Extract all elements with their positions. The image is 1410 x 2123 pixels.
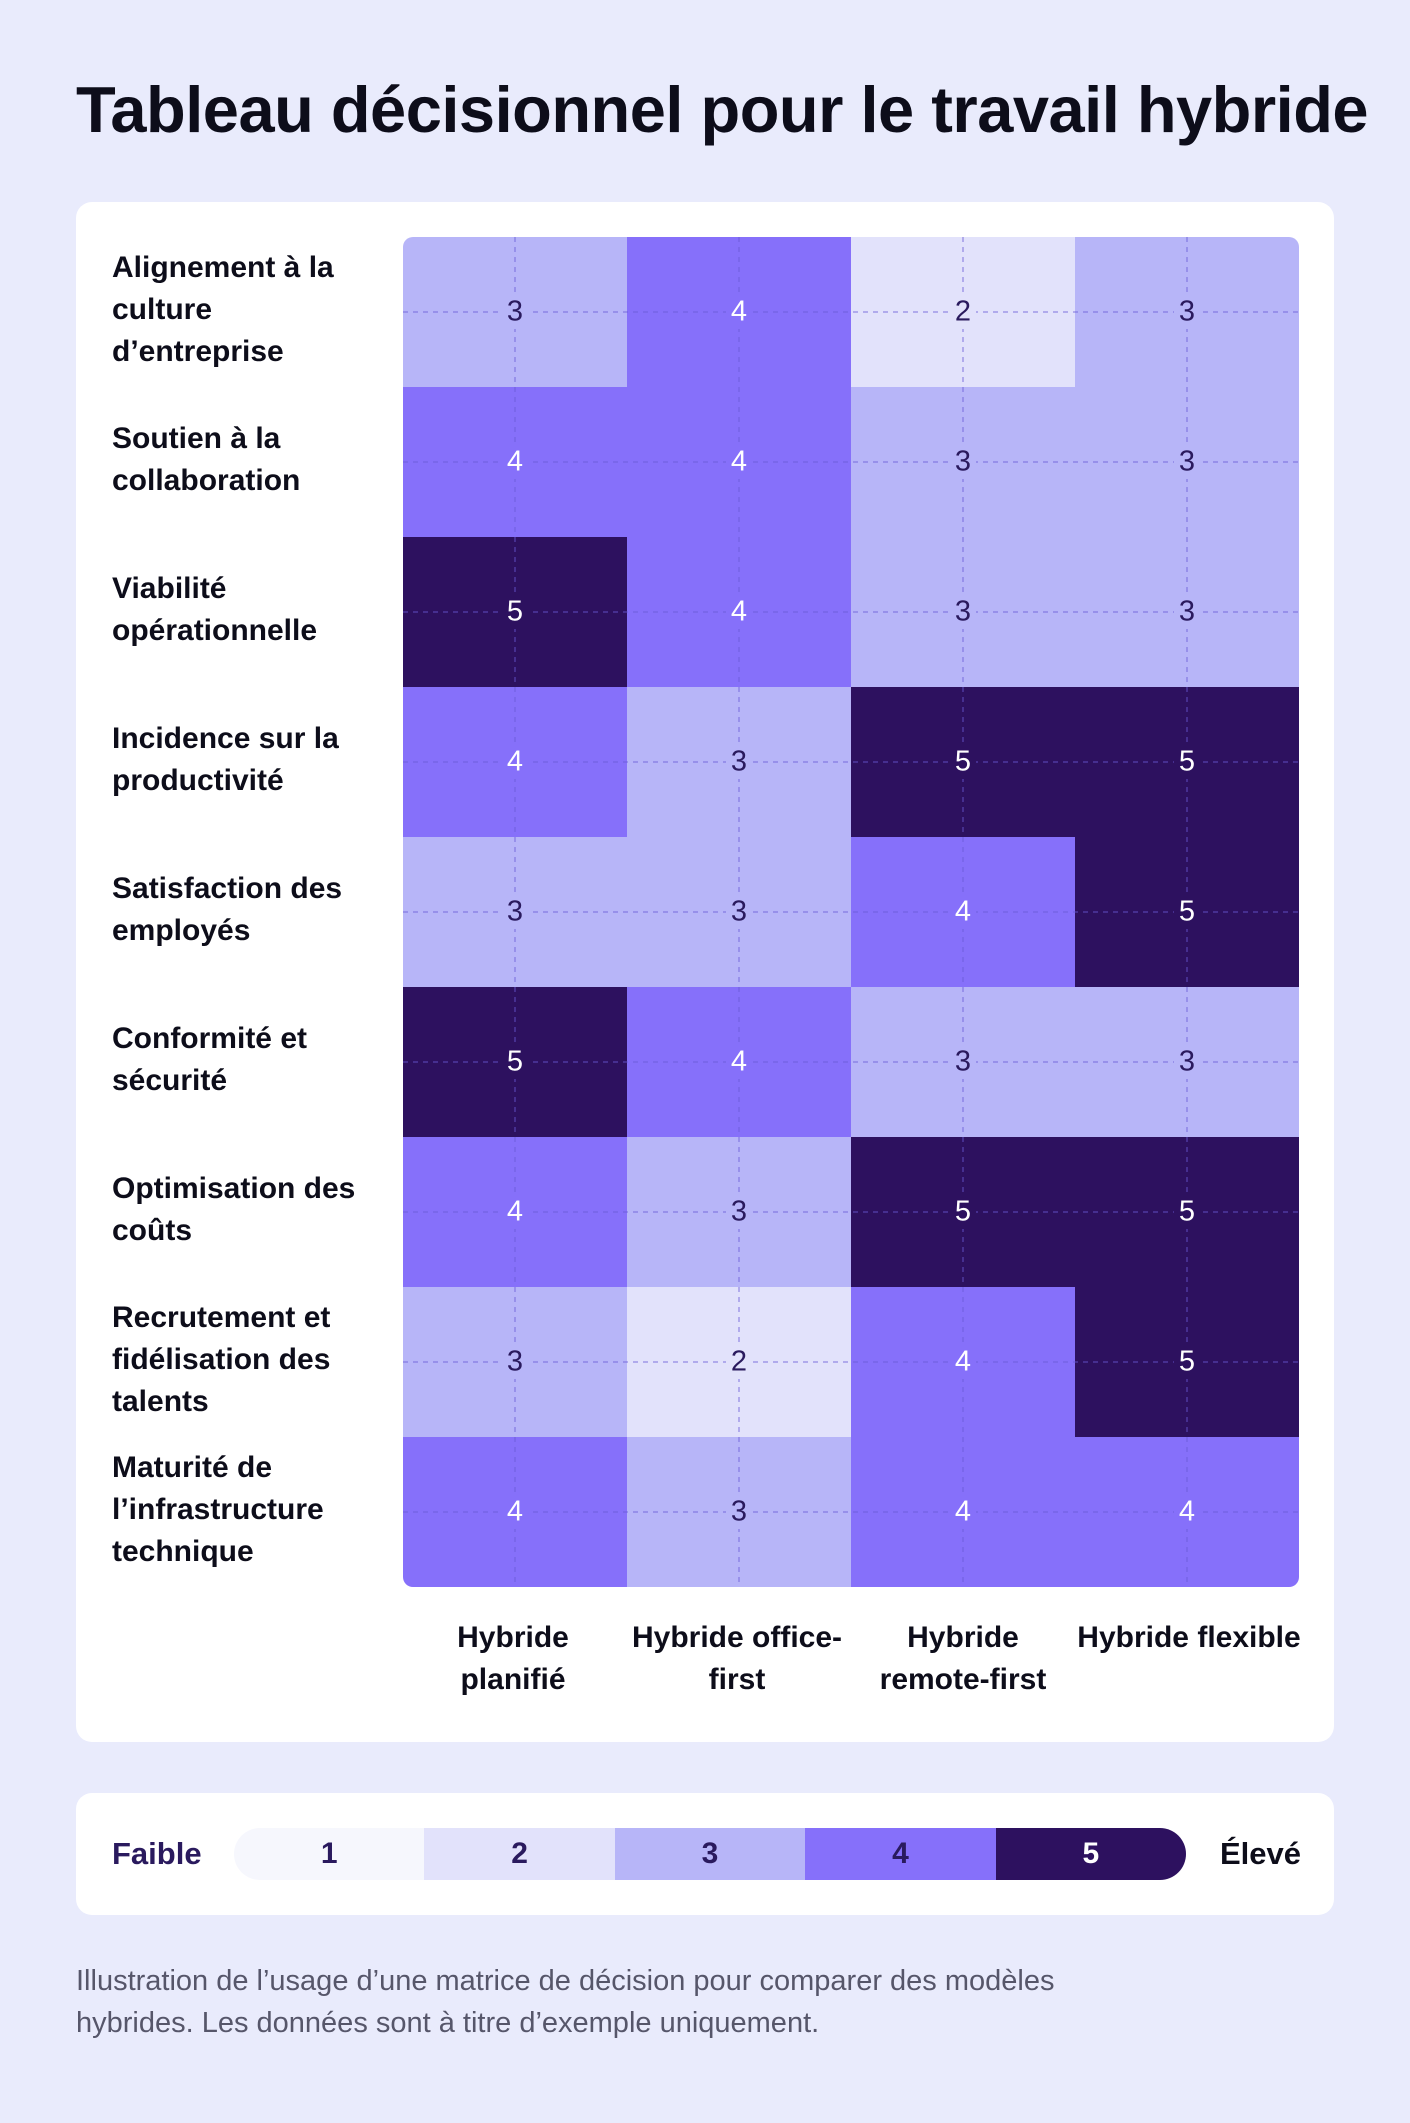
cell-label-background: [950, 895, 976, 929]
legend-level-4: 4: [805, 1828, 996, 1880]
cell-value-label: 3: [1179, 596, 1195, 628]
cell-value-label: 5: [1179, 1196, 1195, 1228]
cell-label-background: [726, 1045, 752, 1079]
cell-label-background: [950, 445, 976, 479]
cell-label-background: [726, 895, 752, 929]
cell-value-label: 4: [507, 1496, 523, 1528]
heatmap-cells: [403, 237, 1299, 1587]
cell-value-label: 3: [1179, 446, 1195, 478]
legend-low-label: Faible: [112, 1836, 202, 1871]
legend-scale-bar: 1 2 3 4 5: [234, 1828, 1186, 1880]
cell-value-label: 3: [731, 896, 747, 928]
cell-label-background: [502, 295, 528, 329]
cell-label-background: [1174, 1495, 1200, 1529]
cell-label-background: [726, 595, 752, 629]
cell-value-label: 5: [1179, 1346, 1195, 1378]
row-label-viabilite: Viabilité opérationnelle: [112, 572, 318, 647]
cell-value-label: 4: [731, 596, 747, 628]
row-label-infrastructure: Maturité de l’infrastructure technique: [112, 1451, 324, 1568]
cell-label-background: [502, 895, 528, 929]
column-label-office-first: Hybride office-first: [631, 1621, 843, 1696]
row-label-productivite: Incidence sur la productivité: [112, 722, 339, 797]
cell-value-label: 4: [731, 296, 747, 328]
legend-level-5: 5: [995, 1828, 1186, 1880]
cell-label-background: [1174, 1045, 1200, 1079]
cell-value-label: 5: [507, 596, 523, 628]
cell-value-label: 5: [1179, 896, 1195, 928]
cell-label-background: [726, 1495, 752, 1529]
cell-label-background: [950, 595, 976, 629]
column-label-flexible: Hybride flexible: [1077, 1621, 1301, 1654]
cell-label-background: [1174, 895, 1200, 929]
cell-value-label: 4: [955, 896, 971, 928]
legend-level-1: 1: [234, 1828, 425, 1880]
cell-value-label: 4: [507, 746, 523, 778]
cell-value-label: 4: [507, 1196, 523, 1228]
cell-label-background: [1174, 445, 1200, 479]
cell-value-label: 5: [1179, 746, 1195, 778]
cell-label-background: [950, 1045, 976, 1079]
cell-value-label: 4: [955, 1496, 971, 1528]
cell-label-background: [726, 1345, 752, 1379]
cell-label-background: [726, 745, 752, 779]
cell-value-label: 4: [955, 1346, 971, 1378]
cell-label-background: [1174, 1195, 1200, 1229]
row-label-conformite: Conformité et sécurité: [112, 1022, 307, 1097]
cell-value-label: 3: [507, 1346, 523, 1378]
cell-label-background: [1174, 1345, 1200, 1379]
cell-label-background: [950, 1195, 976, 1229]
cell-label-background: [1174, 295, 1200, 329]
cell-label-background: [726, 1195, 752, 1229]
cell-label-background: [726, 445, 752, 479]
cell-value-label: 3: [1179, 1046, 1195, 1078]
cell-value-label: 3: [731, 1496, 747, 1528]
cell-label-background: [502, 745, 528, 779]
cell-value-label: 4: [731, 1046, 747, 1078]
cell-label-background: [950, 745, 976, 779]
row-label-culture: Alignement à la culture d’entreprise: [112, 251, 334, 368]
cell-value-label: 4: [1179, 1496, 1195, 1528]
cell-value-label: 2: [955, 296, 971, 328]
cell-value-label: 3: [507, 896, 523, 928]
cell-value-label: 3: [955, 596, 971, 628]
cell-value-label: 3: [955, 446, 971, 478]
cell-label-background: [726, 295, 752, 329]
cell-label-background: [502, 1195, 528, 1229]
cell-value-label: 3: [955, 1046, 971, 1078]
row-label-collaboration: Soutien à la collaboration: [112, 422, 301, 497]
row-label-talents: Recrutement et fidélisation des talents: [112, 1301, 331, 1418]
cell-label-background: [1174, 745, 1200, 779]
cell-value-label: 3: [731, 1196, 747, 1228]
page-title: Tableau décisionnel pour le travail hybr…: [76, 73, 1369, 146]
cell-value-label: 3: [1179, 296, 1195, 328]
legend-high-label: Élevé: [1220, 1836, 1302, 1871]
column-label-remote-first: Hybride remote-first: [879, 1621, 1047, 1696]
cell-label-background: [502, 1045, 528, 1079]
row-label-satisfaction: Satisfaction des employés: [112, 872, 343, 947]
cell-label-background: [502, 1495, 528, 1529]
cell-value-label: 4: [507, 446, 523, 478]
cell-label-background: [950, 1495, 976, 1529]
legend-level-2: 2: [424, 1828, 615, 1880]
heatmap-chart: 3 4 2 3 4 4 3 3 5 4 3 3 4 3 5 5 3 3 4 5 5 4 3 3 4 3 5 5 3 2 4 5 4 3 4 4: [403, 237, 1299, 1587]
cell-value-label: 5: [955, 746, 971, 778]
cell-value-label: 5: [955, 1196, 971, 1228]
legend-level-3: 3: [614, 1828, 806, 1880]
cell-label-background: [502, 445, 528, 479]
cell-label-background: [950, 1345, 976, 1379]
cell-label-background: [502, 595, 528, 629]
cell-label-background: [502, 1345, 528, 1379]
cell-value-label: 2: [731, 1346, 747, 1378]
cell-value-label: 3: [507, 296, 523, 328]
cell-label-background: [1174, 595, 1200, 629]
cell-value-label: 3: [731, 746, 747, 778]
caption: Illustration de l’usage d’une matrice de…: [76, 1965, 1055, 2039]
cell-label-background: [950, 295, 976, 329]
cell-value-label: 4: [731, 446, 747, 478]
cell-value-label: 5: [507, 1046, 523, 1078]
row-label-couts: Optimisation des coûts: [112, 1172, 356, 1247]
column-label-planifie: Hybride planifié: [457, 1621, 569, 1696]
